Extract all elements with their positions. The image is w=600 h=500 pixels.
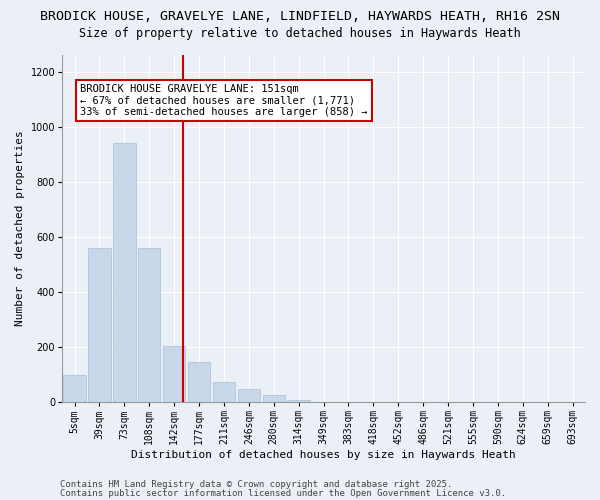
Bar <box>213 382 235 402</box>
Text: Contains HM Land Registry data © Crown copyright and database right 2025.: Contains HM Land Registry data © Crown c… <box>60 480 452 489</box>
X-axis label: Distribution of detached houses by size in Haywards Heath: Distribution of detached houses by size … <box>131 450 516 460</box>
Bar <box>263 394 285 402</box>
Bar <box>113 143 136 402</box>
Bar <box>88 248 110 402</box>
Text: BRODICK HOUSE GRAVELYE LANE: 151sqm
← 67% of detached houses are smaller (1,771): BRODICK HOUSE GRAVELYE LANE: 151sqm ← 67… <box>80 84 368 117</box>
Bar <box>287 400 310 402</box>
Bar <box>138 248 160 402</box>
Text: Contains public sector information licensed under the Open Government Licence v3: Contains public sector information licen… <box>60 488 506 498</box>
Bar <box>163 346 185 402</box>
Bar <box>238 389 260 402</box>
Text: BRODICK HOUSE, GRAVELYE LANE, LINDFIELD, HAYWARDS HEATH, RH16 2SN: BRODICK HOUSE, GRAVELYE LANE, LINDFIELD,… <box>40 10 560 23</box>
Bar <box>64 374 86 402</box>
Bar <box>188 362 210 402</box>
Y-axis label: Number of detached properties: Number of detached properties <box>15 130 25 326</box>
Text: Size of property relative to detached houses in Haywards Heath: Size of property relative to detached ho… <box>79 28 521 40</box>
